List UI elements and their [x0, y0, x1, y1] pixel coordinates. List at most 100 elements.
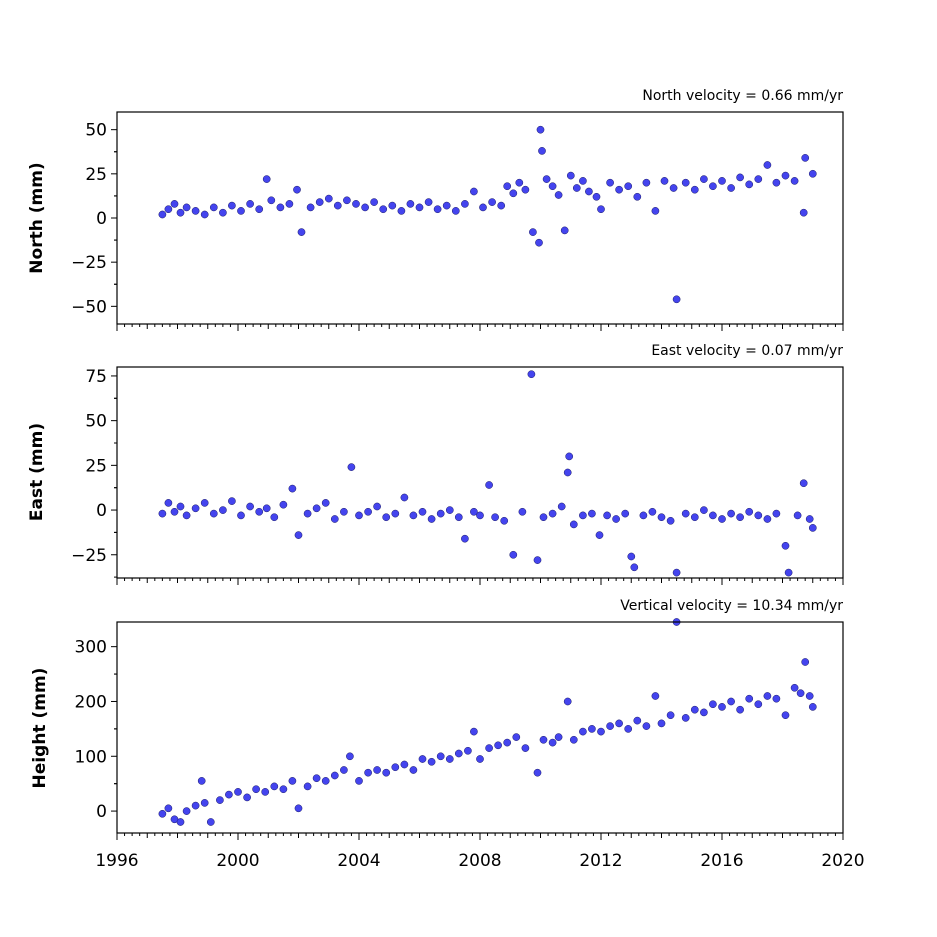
- data-point-1-43: [518, 507, 527, 516]
- data-point-1-72: [745, 507, 754, 516]
- data-point-0-13: [262, 175, 271, 183]
- data-point-2-11: [234, 788, 242, 796]
- data-point-2-47: [548, 738, 557, 747]
- data-point-2-79: [808, 703, 817, 711]
- data-point-2-39: [476, 755, 484, 763]
- data-point-2-10: [225, 790, 233, 799]
- data-point-0-55: [579, 177, 587, 185]
- data-point-2-53: [597, 727, 605, 736]
- data-point-1-37: [470, 507, 478, 516]
- data-point-2-52: [588, 725, 596, 733]
- data-point-0-10: [237, 207, 245, 215]
- data-point-0-81: [799, 208, 808, 217]
- data-point-1-73: [754, 511, 763, 520]
- data-point-2-18: [294, 804, 303, 813]
- data-point-0-9: [228, 201, 236, 210]
- data-point-0-46: [535, 238, 543, 247]
- data-point-2-41: [494, 741, 502, 750]
- data-point-0-36: [461, 200, 469, 208]
- data-point-0-75: [745, 180, 754, 189]
- data-point-2-30: [400, 760, 409, 769]
- data-point-1-77: [784, 568, 793, 577]
- data-point-2-48: [554, 733, 563, 741]
- data-point-0-30: [406, 200, 415, 208]
- ytick-label-1-3: 50: [85, 412, 107, 432]
- data-point-0-47: [536, 125, 545, 134]
- data-point-1-19: [312, 504, 321, 513]
- ytick-label-0-1: −25: [71, 253, 107, 273]
- data-point-1-2: [170, 507, 179, 516]
- data-point-0-44: [521, 185, 530, 194]
- data-point-1-44: [527, 370, 536, 379]
- data-point-0-14: [267, 196, 276, 205]
- data-point-2-44: [521, 744, 530, 752]
- data-point-2-60: [657, 719, 666, 728]
- data-point-0-22: [333, 201, 342, 210]
- data-point-2-66: [709, 700, 717, 709]
- data-point-2-75: [790, 683, 799, 692]
- data-point-0-38: [479, 203, 487, 212]
- data-point-1-1: [164, 499, 173, 507]
- data-point-2-34: [436, 752, 445, 761]
- data-point-1-29: [400, 493, 409, 502]
- data-point-0-20: [315, 198, 324, 206]
- data-point-0-52: [560, 226, 569, 235]
- data-point-0-74: [736, 173, 744, 182]
- data-point-1-12: [255, 507, 264, 516]
- data-point-0-53: [566, 171, 575, 180]
- data-point-1-20: [321, 499, 330, 507]
- data-point-1-4: [182, 511, 191, 520]
- data-point-1-69: [718, 515, 726, 523]
- data-point-2-65: [700, 708, 708, 717]
- data-point-1-35: [454, 513, 463, 522]
- data-point-1-17: [294, 531, 303, 539]
- data-point-0-1: [164, 205, 173, 214]
- data-point-0-34: [442, 201, 451, 210]
- data-point-1-66: [690, 513, 699, 522]
- data-point-2-72: [763, 692, 772, 700]
- data-point-2-71: [754, 700, 763, 709]
- data-point-0-15: [276, 203, 285, 212]
- data-point-2-45: [533, 768, 542, 777]
- data-point-0-28: [388, 201, 397, 210]
- ytick-label-1-4: 75: [85, 367, 107, 387]
- data-point-2-73: [772, 694, 781, 703]
- data-point-1-80: [805, 515, 814, 523]
- data-point-0-65: [660, 177, 669, 185]
- data-point-1-51: [569, 520, 578, 529]
- data-point-1-52: [579, 511, 587, 520]
- data-point-1-36: [461, 534, 469, 543]
- data-point-1-39: [485, 481, 493, 489]
- data-point-1-7: [209, 509, 218, 518]
- data-point-1-13: [262, 504, 271, 513]
- data-point-0-27: [379, 205, 388, 214]
- data-point-0-17: [293, 185, 301, 194]
- data-point-0-11: [246, 200, 254, 208]
- ytick-label-0-2: 0: [96, 209, 107, 229]
- data-point-0-7: [209, 203, 218, 212]
- data-point-0-72: [718, 177, 726, 185]
- data-point-0-19: [306, 203, 315, 212]
- data-point-0-71: [709, 182, 717, 191]
- data-point-0-3: [176, 208, 185, 217]
- data-point-0-68: [681, 178, 690, 187]
- data-point-2-43: [512, 733, 521, 741]
- data-point-0-56: [585, 187, 593, 196]
- data-point-1-48: [557, 502, 566, 511]
- data-point-1-42: [509, 550, 518, 559]
- data-point-1-47: [548, 509, 557, 518]
- data-point-0-64: [651, 207, 660, 215]
- data-point-1-76: [781, 541, 790, 550]
- data-point-0-49: [542, 175, 551, 183]
- data-point-1-25: [364, 507, 372, 516]
- data-point-1-55: [603, 511, 611, 520]
- data-point-0-41: [503, 182, 512, 191]
- data-point-0-43: [515, 178, 524, 187]
- east-velocity-title: East velocity = 0.07 mm/yr: [651, 343, 843, 359]
- data-point-1-33: [436, 509, 445, 518]
- height-ylabel: Height (mm): [30, 668, 50, 789]
- data-point-2-33: [427, 757, 436, 766]
- data-point-2-13: [252, 785, 260, 794]
- data-point-1-8: [219, 506, 227, 514]
- data-point-0-4: [182, 203, 191, 212]
